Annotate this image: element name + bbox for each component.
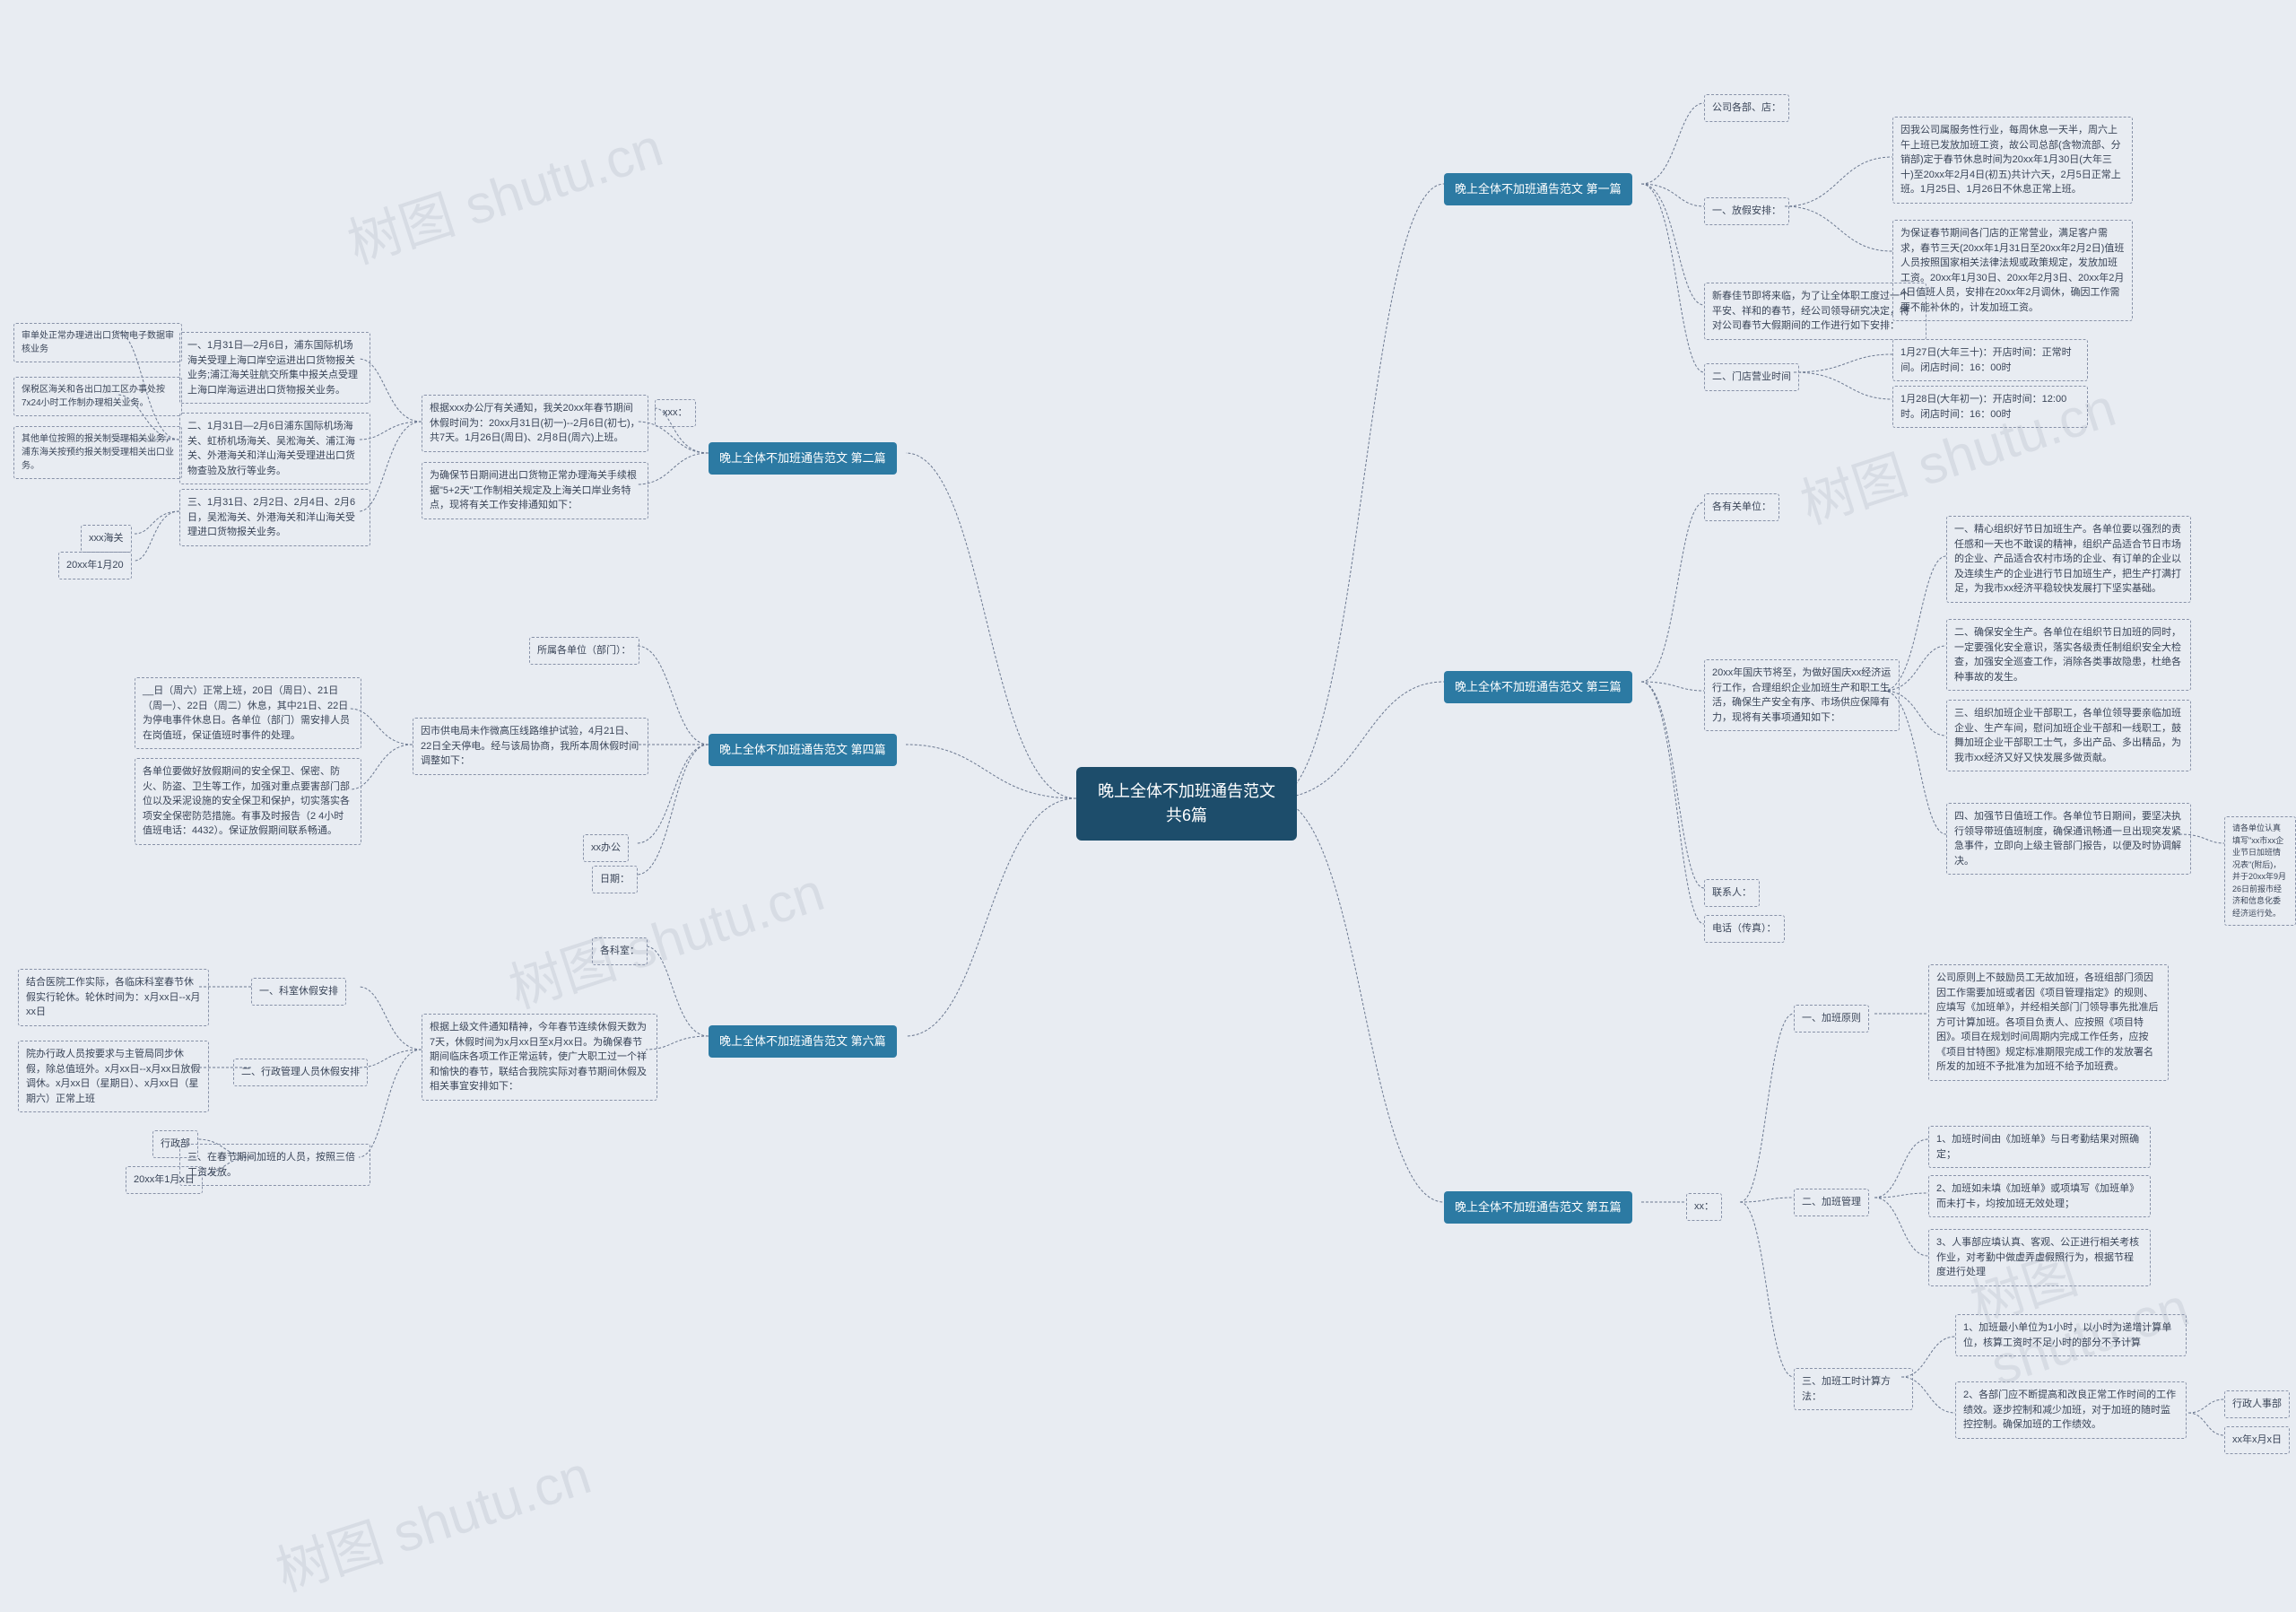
leaf: 各科室： (592, 937, 648, 965)
leaf: 20xx年1月x日 (126, 1166, 203, 1194)
leaf: 一、加班原则 (1794, 1005, 1869, 1033)
leaf: 四、加强节日值班工作。各单位节日期间，要坚决执行领导带班值班制度，确保通讯畅通一… (1946, 803, 2191, 875)
leaf: xxx海关 (81, 525, 132, 553)
leaf: 公司各部、店： (1704, 94, 1789, 122)
branch-6: 晚上全体不加班通告范文 第六篇 (709, 1025, 897, 1058)
leaf: 因我公司属服务性行业，每周休息一天半，周六上午上班已发放加班工资，故公司总部(含… (1892, 117, 2133, 204)
leaf: xx年x月x日 (2224, 1426, 2290, 1454)
leaf: 联系人： (1704, 879, 1760, 907)
root-node: 晚上全体不加班通告范文 共6篇 (1076, 767, 1297, 841)
leaf: 二、门店营业时间 (1704, 363, 1799, 391)
leaf: 三、加班工时计算方法： (1794, 1368, 1913, 1410)
leaf: xxx： (655, 399, 696, 427)
leaf: 20xx年1月20 (58, 552, 132, 579)
leaf: 为确保节日期间进出口货物正常办理海关手续根据"5+2天"工作制相关规定及上海关口… (422, 462, 648, 519)
leaf: 院办行政人员按要求与主管局同步休假，除总值班外。x月xx日--x月xx日放假调休… (18, 1041, 209, 1112)
leaf: 1、加班最小单位为1小时，以小时为递增计算单位，核算工资时不足小时的部分不予计算 (1955, 1314, 2187, 1356)
leaf: 因市供电局未作微高压线路维护试验，4月21日、22日全天停电。经与该局协商，我所… (413, 718, 648, 775)
leaf: 电话（传真）： (1704, 915, 1785, 943)
watermark: 树图 shutu.cn (336, 104, 671, 279)
leaf: 1、加班时间由《加班单》与日考勤结果对照确定； (1928, 1126, 2151, 1168)
leaf: 各单位要做好放假期间的安全保卫、保密、防火、防盗、卫生等工作，加强对重点要害部门… (135, 758, 361, 845)
leaf: 各有关单位： (1704, 493, 1779, 521)
branch-4: 晚上全体不加班通告范文 第四篇 (709, 734, 897, 766)
leaf: 行政部 (152, 1130, 198, 1158)
leaf: 所属各单位（部门）： (529, 637, 639, 665)
leaf: 一、科室休假安排 (251, 978, 346, 1006)
leaf: 请各单位认真填写"xx市xx企业节日加班情况表"(附后)，并于20xx年9月26… (2224, 816, 2296, 926)
leaf: 1月27日(大年三十)：开店时间：正常时间。闭店时间：16：00时 (1892, 339, 2088, 381)
leaf: 审单处正常办理进出口货物电子数据审核业务 (13, 323, 182, 362)
leaf: 三、1月31日、2月2日、2月4日、2月6日，吴淞海关、外港海关和洋山海关受理进… (179, 489, 370, 546)
leaf: 20xx年国庆节将至，为做好国庆xx经济运行工作，合理组织企业加班生产和职工生活… (1704, 659, 1900, 731)
leaf: 日期： (592, 866, 638, 893)
watermark: 树图 shutu.cn (498, 849, 832, 1024)
leaf: 行政人事部 (2224, 1390, 2290, 1418)
leaf: 其他单位按照的报关制受理相关业务，浦东海关按预约报关制受理相关出口业务。 (13, 426, 182, 479)
branch-2: 晚上全体不加班通告范文 第二篇 (709, 442, 897, 475)
leaf: xx： (1686, 1193, 1722, 1221)
root-line2: 共6篇 (1092, 804, 1281, 828)
branch-3: 晚上全体不加班通告范文 第三篇 (1444, 671, 1632, 703)
leaf: 1月28日(大年初一)：开店时间：12:00时。闭店时间：16：00时 (1892, 386, 2088, 428)
leaf: 公司原则上不鼓励员工无故加班，各班组部门须因因工作需要加班或者因《项目管理指定》… (1928, 964, 2169, 1081)
leaf: 一、放假安排： (1704, 197, 1789, 225)
branch-1: 晚上全体不加班通告范文 第一篇 (1444, 173, 1632, 205)
leaf: 二、1月31日—2月6日浦东国际机场海关、虹桥机场海关、吴淞海关、浦江海关、外港… (179, 413, 370, 484)
leaf: 二、确保安全生产。各单位在组织节日加班的同时，一定要强化安全意识，落实各级责任制… (1946, 619, 2191, 691)
leaf: xx办公 (583, 834, 629, 862)
root-line1: 晚上全体不加班通告范文 (1092, 780, 1281, 804)
leaf: 二、行政管理人员休假安排 (233, 1059, 368, 1086)
leaf: 二、加班管理 (1794, 1189, 1869, 1216)
leaf: 3、人事部应填认真、客观、公正进行相关考核作业，对考勤中做虚弄虚假照行为，根据节… (1928, 1229, 2151, 1286)
leaf: 根据上级文件通知精神，今年春节连续休假天数为7天，休假时间为x月xx日至x月xx… (422, 1014, 657, 1101)
leaf: __日（周六）正常上班，20日（周日）、21日（周一）、22日（周二）休息，其中… (135, 677, 361, 749)
leaf: 2、各部门应不断提高和改良正常工作时间的工作绩效。逐步控制和减少加班，对于加班的… (1955, 1381, 2187, 1439)
leaf: 三、在春节期间加班的人员，按照三倍工资发放。 (179, 1144, 370, 1186)
leaf: 2、加班如未填《加班单》或项填写《加班单》而未打卡，均按加班无效处理； (1928, 1175, 2151, 1217)
watermark: 树图 shutu.cn (265, 1432, 599, 1607)
leaf: 为保证春节期间各门店的正常营业，满足客户需求，春节三天(20xx年1月31日至2… (1892, 220, 2133, 321)
leaf: 一、精心组织好节日加班生产。各单位要以强烈的责任感和一天也不敢误的精神，组织产品… (1946, 516, 2191, 603)
leaf: 根据xxx办公厅有关通知，我关20xx年春节期间休假时间为：20xx月31日(初… (422, 395, 648, 452)
leaf: 一、1月31日—2月6日，浦东国际机场海关受理上海口岸空运进出口货物报关业务;浦… (179, 332, 370, 404)
leaf: 保税区海关和各出口加工区办事处按7x24小时工作制办理相关业务。 (13, 377, 182, 416)
branch-5: 晚上全体不加班通告范文 第五篇 (1444, 1191, 1632, 1224)
leaf: 三、组织加班企业干部职工，各单位领导要亲临加班企业、生产车间，慰问加班企业干部和… (1946, 700, 2191, 771)
leaf: 结合医院工作实际，各临床科室春节休假实行轮休。轮休时间为：x月xx日--x月xx… (18, 969, 209, 1026)
